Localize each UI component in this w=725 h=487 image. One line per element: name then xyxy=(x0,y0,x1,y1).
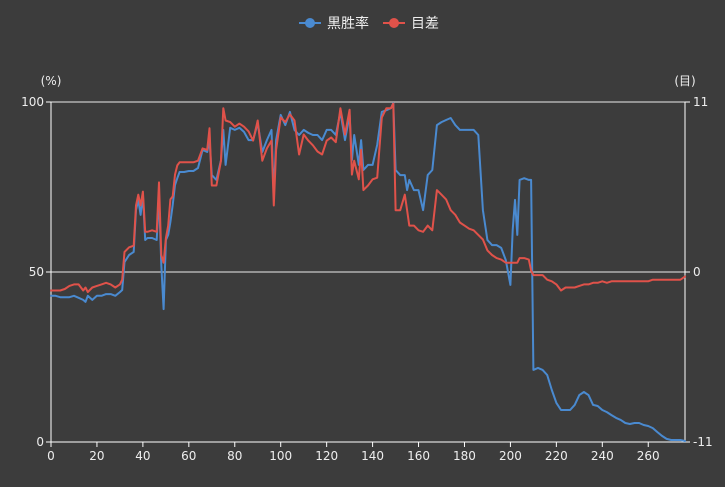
legend-marker-dot xyxy=(305,18,315,28)
x-tick-label: 220 xyxy=(545,449,568,463)
axes xyxy=(46,101,690,447)
y-tick-label-left: 0 xyxy=(36,435,44,449)
y-tick-label-left: 50 xyxy=(29,265,44,279)
series-lines xyxy=(50,102,686,442)
y-tick-label-left: 100 xyxy=(21,95,44,109)
y-tick-label-right: 0 xyxy=(693,265,701,279)
y-axis-unit-right: (目) xyxy=(674,74,695,88)
x-tick-label: 200 xyxy=(499,449,522,463)
x-tick-label: 80 xyxy=(227,449,242,463)
x-tick-label: 180 xyxy=(453,449,476,463)
x-tick-label: 140 xyxy=(361,449,384,463)
legend-label-score-diff: 目差 xyxy=(411,16,439,32)
score-diff-line xyxy=(50,102,686,294)
legend-marker-dot xyxy=(389,18,399,28)
y-tick-label-right: -11 xyxy=(693,435,713,449)
legend-label-win-rate: 黒胜率 xyxy=(327,15,369,32)
x-tick-label: 20 xyxy=(89,449,104,463)
y-tick-label-right: 11 xyxy=(693,95,708,109)
x-tick-label: 40 xyxy=(135,449,150,463)
x-tick-label: 240 xyxy=(591,449,614,463)
legend: 黒胜率 目差 xyxy=(299,15,439,32)
x-tick-label: 100 xyxy=(269,449,292,463)
y-axis-unit-left: (%) xyxy=(41,74,62,88)
x-tick-label: 0 xyxy=(47,449,55,463)
legend-item-win-rate[interactable]: 黒胜率 xyxy=(299,15,369,32)
x-tick-label: 120 xyxy=(315,449,338,463)
x-tick-label: 60 xyxy=(181,449,196,463)
x-tick-label: 160 xyxy=(407,449,430,463)
tick-labels: 100 50 0 11 0 -11 0 20 40 60 80 100 120 140 160 180 200 2… xyxy=(21,95,713,463)
legend-item-score-diff[interactable]: 目差 xyxy=(383,16,439,32)
x-tick-label: 260 xyxy=(637,449,660,463)
